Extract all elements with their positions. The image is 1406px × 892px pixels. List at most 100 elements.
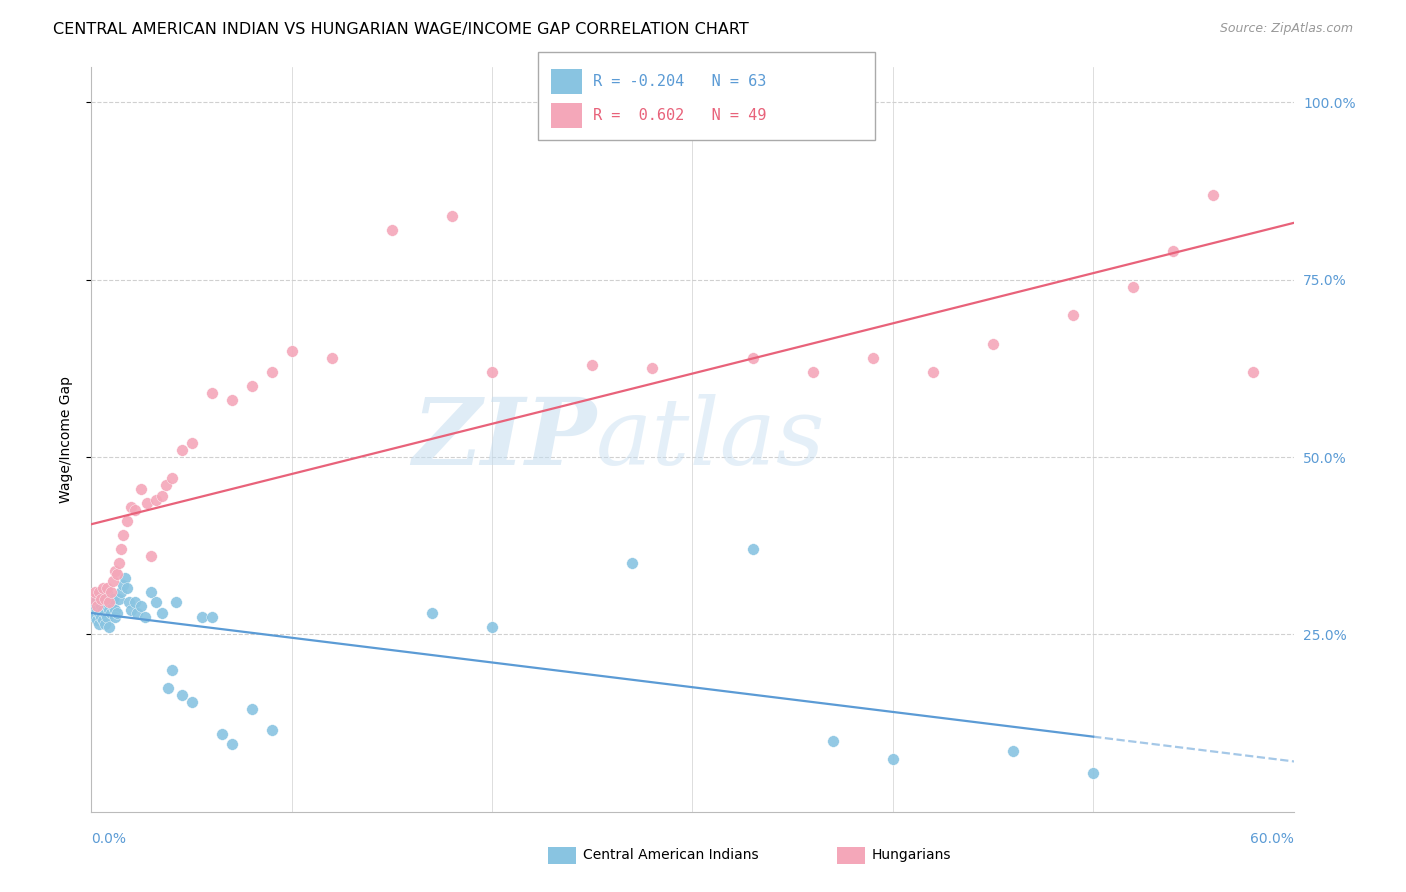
Point <box>104 564 127 578</box>
Point <box>801 365 824 379</box>
Point <box>190 609 212 624</box>
Text: 60.0%: 60.0% <box>1250 832 1294 846</box>
Point <box>170 442 193 457</box>
Point <box>93 582 115 596</box>
Point <box>260 365 283 379</box>
Point <box>621 557 644 571</box>
Point <box>922 365 945 379</box>
Point <box>180 435 202 450</box>
Point <box>641 361 664 376</box>
Point <box>201 386 224 401</box>
Text: Source: ZipAtlas.com: Source: ZipAtlas.com <box>1219 22 1353 36</box>
Point <box>240 702 263 716</box>
Point <box>281 343 304 358</box>
Point <box>94 616 117 631</box>
Point <box>211 727 233 741</box>
Text: R = -0.204   N = 63: R = -0.204 N = 63 <box>593 74 766 89</box>
Point <box>1083 765 1105 780</box>
Text: 0.0%: 0.0% <box>91 832 127 846</box>
Point <box>86 599 108 613</box>
Point <box>93 613 115 627</box>
Point <box>155 478 177 492</box>
Point <box>82 591 104 606</box>
Point <box>90 591 112 606</box>
Point <box>98 602 121 616</box>
Point <box>741 542 763 557</box>
Point <box>96 582 118 596</box>
Point <box>86 591 108 606</box>
Point <box>741 351 763 365</box>
Point <box>89 595 111 609</box>
Point <box>1202 187 1225 202</box>
Point <box>581 358 603 372</box>
Point <box>108 591 131 606</box>
Point <box>136 496 159 510</box>
Point <box>124 503 146 517</box>
Point <box>108 557 131 571</box>
Point <box>98 595 121 609</box>
Point <box>821 733 844 747</box>
Point <box>89 616 111 631</box>
Point <box>145 492 167 507</box>
Point <box>90 599 112 613</box>
Text: atlas: atlas <box>596 394 825 484</box>
Point <box>84 584 107 599</box>
Point <box>180 695 202 709</box>
Point <box>121 500 143 514</box>
Point <box>86 613 108 627</box>
Point <box>98 620 121 634</box>
Point <box>1163 244 1185 259</box>
Text: CENTRAL AMERICAN INDIAN VS HUNGARIAN WAGE/INCOME GAP CORRELATION CHART: CENTRAL AMERICAN INDIAN VS HUNGARIAN WAG… <box>53 22 749 37</box>
Point <box>481 620 503 634</box>
Point <box>103 599 125 613</box>
Point <box>90 609 112 624</box>
Point <box>381 223 404 237</box>
Point <box>94 606 117 620</box>
Y-axis label: Wage/Income Gap: Wage/Income Gap <box>59 376 73 503</box>
Point <box>82 602 104 616</box>
Point <box>124 595 146 609</box>
Point <box>260 723 283 738</box>
Point <box>127 606 149 620</box>
Point <box>981 336 1004 351</box>
Point <box>121 602 143 616</box>
Point <box>89 584 111 599</box>
Point <box>117 514 139 528</box>
Point <box>84 609 107 624</box>
Point <box>141 584 163 599</box>
Point <box>1243 365 1265 379</box>
Point <box>84 595 107 609</box>
Point <box>90 584 112 599</box>
Point <box>1001 744 1024 758</box>
Point <box>104 602 127 616</box>
Point <box>862 351 884 365</box>
Point <box>145 595 167 609</box>
Point <box>117 582 139 596</box>
Point <box>96 609 118 624</box>
Point <box>103 574 125 589</box>
Point <box>93 602 115 616</box>
Point <box>100 606 122 620</box>
Text: R =  0.602   N = 49: R = 0.602 N = 49 <box>593 108 766 123</box>
Point <box>94 591 117 606</box>
Point <box>100 584 122 599</box>
Point <box>93 591 115 606</box>
Point <box>1062 308 1084 322</box>
Point <box>112 578 135 592</box>
Point <box>100 595 122 609</box>
Point <box>112 528 135 542</box>
Text: ZIP: ZIP <box>412 394 596 484</box>
Point <box>118 595 141 609</box>
Point <box>321 351 343 365</box>
Point <box>131 599 153 613</box>
Point <box>882 751 904 765</box>
Point <box>201 609 224 624</box>
Point <box>221 393 243 408</box>
Point <box>240 379 263 393</box>
Point <box>440 209 463 223</box>
Point <box>420 606 443 620</box>
Point <box>96 584 118 599</box>
Point <box>114 571 136 585</box>
Point <box>160 663 183 677</box>
Point <box>96 599 118 613</box>
